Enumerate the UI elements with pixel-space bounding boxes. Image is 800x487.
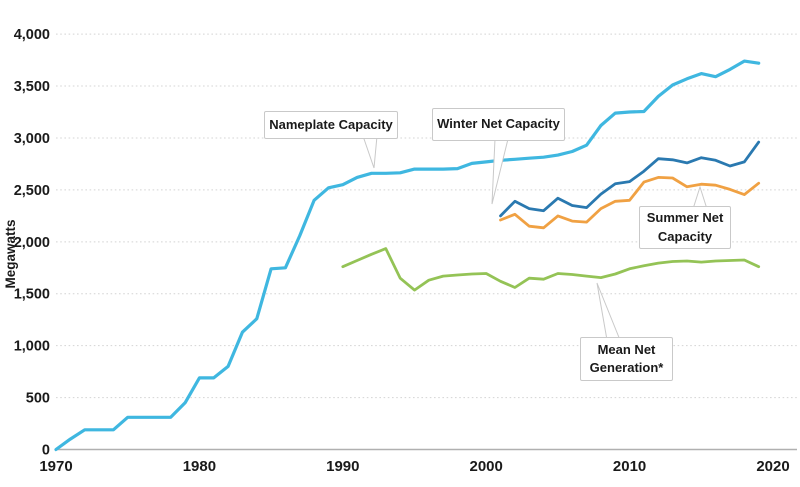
summer-net-capacity-line: [499, 175, 761, 230]
y-tick-label-1500: 1,500: [14, 287, 50, 303]
mean-net-generation-line: [341, 247, 761, 292]
y-tick-label-500: 500: [26, 391, 50, 407]
winter-net-capacity-line: [499, 140, 761, 218]
callout-nameplate-capacity-label: Nameplate Capacity: [269, 116, 393, 132]
x-tick-label-2020: 2020: [756, 458, 789, 475]
callout-nameplate-capacity: Nameplate Capacity: [264, 111, 398, 139]
nameplate-capacity-line: [54, 59, 761, 452]
callout-summer-net-capacity: Summer Net Capacity: [639, 206, 731, 249]
x-tick-label-1990: 1990: [326, 458, 359, 475]
y-tick-label-2000: 2,000: [14, 235, 50, 251]
callout-mean-tail: [596, 282, 621, 341]
y-tick-label-3000: 3,000: [14, 131, 50, 147]
callout-nameplate-tail: [362, 135, 378, 169]
x-tick-label-1970: 1970: [39, 458, 72, 475]
callout-mean-net-generation: Mean Net Generation*: [580, 337, 673, 381]
y-tick-label-4000: 4,000: [14, 27, 50, 43]
y-tick-label-2500: 2,500: [14, 183, 50, 199]
y-tick-label-0: 0: [42, 443, 50, 459]
callout-winter-tail: [491, 138, 509, 205]
x-tick-label-1980: 1980: [183, 458, 216, 475]
callout-mean-net-generation-label: Mean Net Generation*: [589, 341, 664, 375]
y-axis-title: Megawatts: [3, 219, 18, 288]
y-tick-label-3500: 3,500: [14, 79, 50, 95]
y-tick-label-1000: 1,000: [14, 339, 50, 355]
x-tick-label-2000: 2000: [470, 458, 503, 475]
x-tick-label-2010: 2010: [613, 458, 646, 475]
callout-winter-net-capacity-label: Winter Net Capacity: [437, 116, 560, 132]
callout-winter-net-capacity: Winter Net Capacity: [432, 108, 565, 141]
callout-summer-net-capacity-label: Summer Net Capacity: [646, 210, 724, 244]
